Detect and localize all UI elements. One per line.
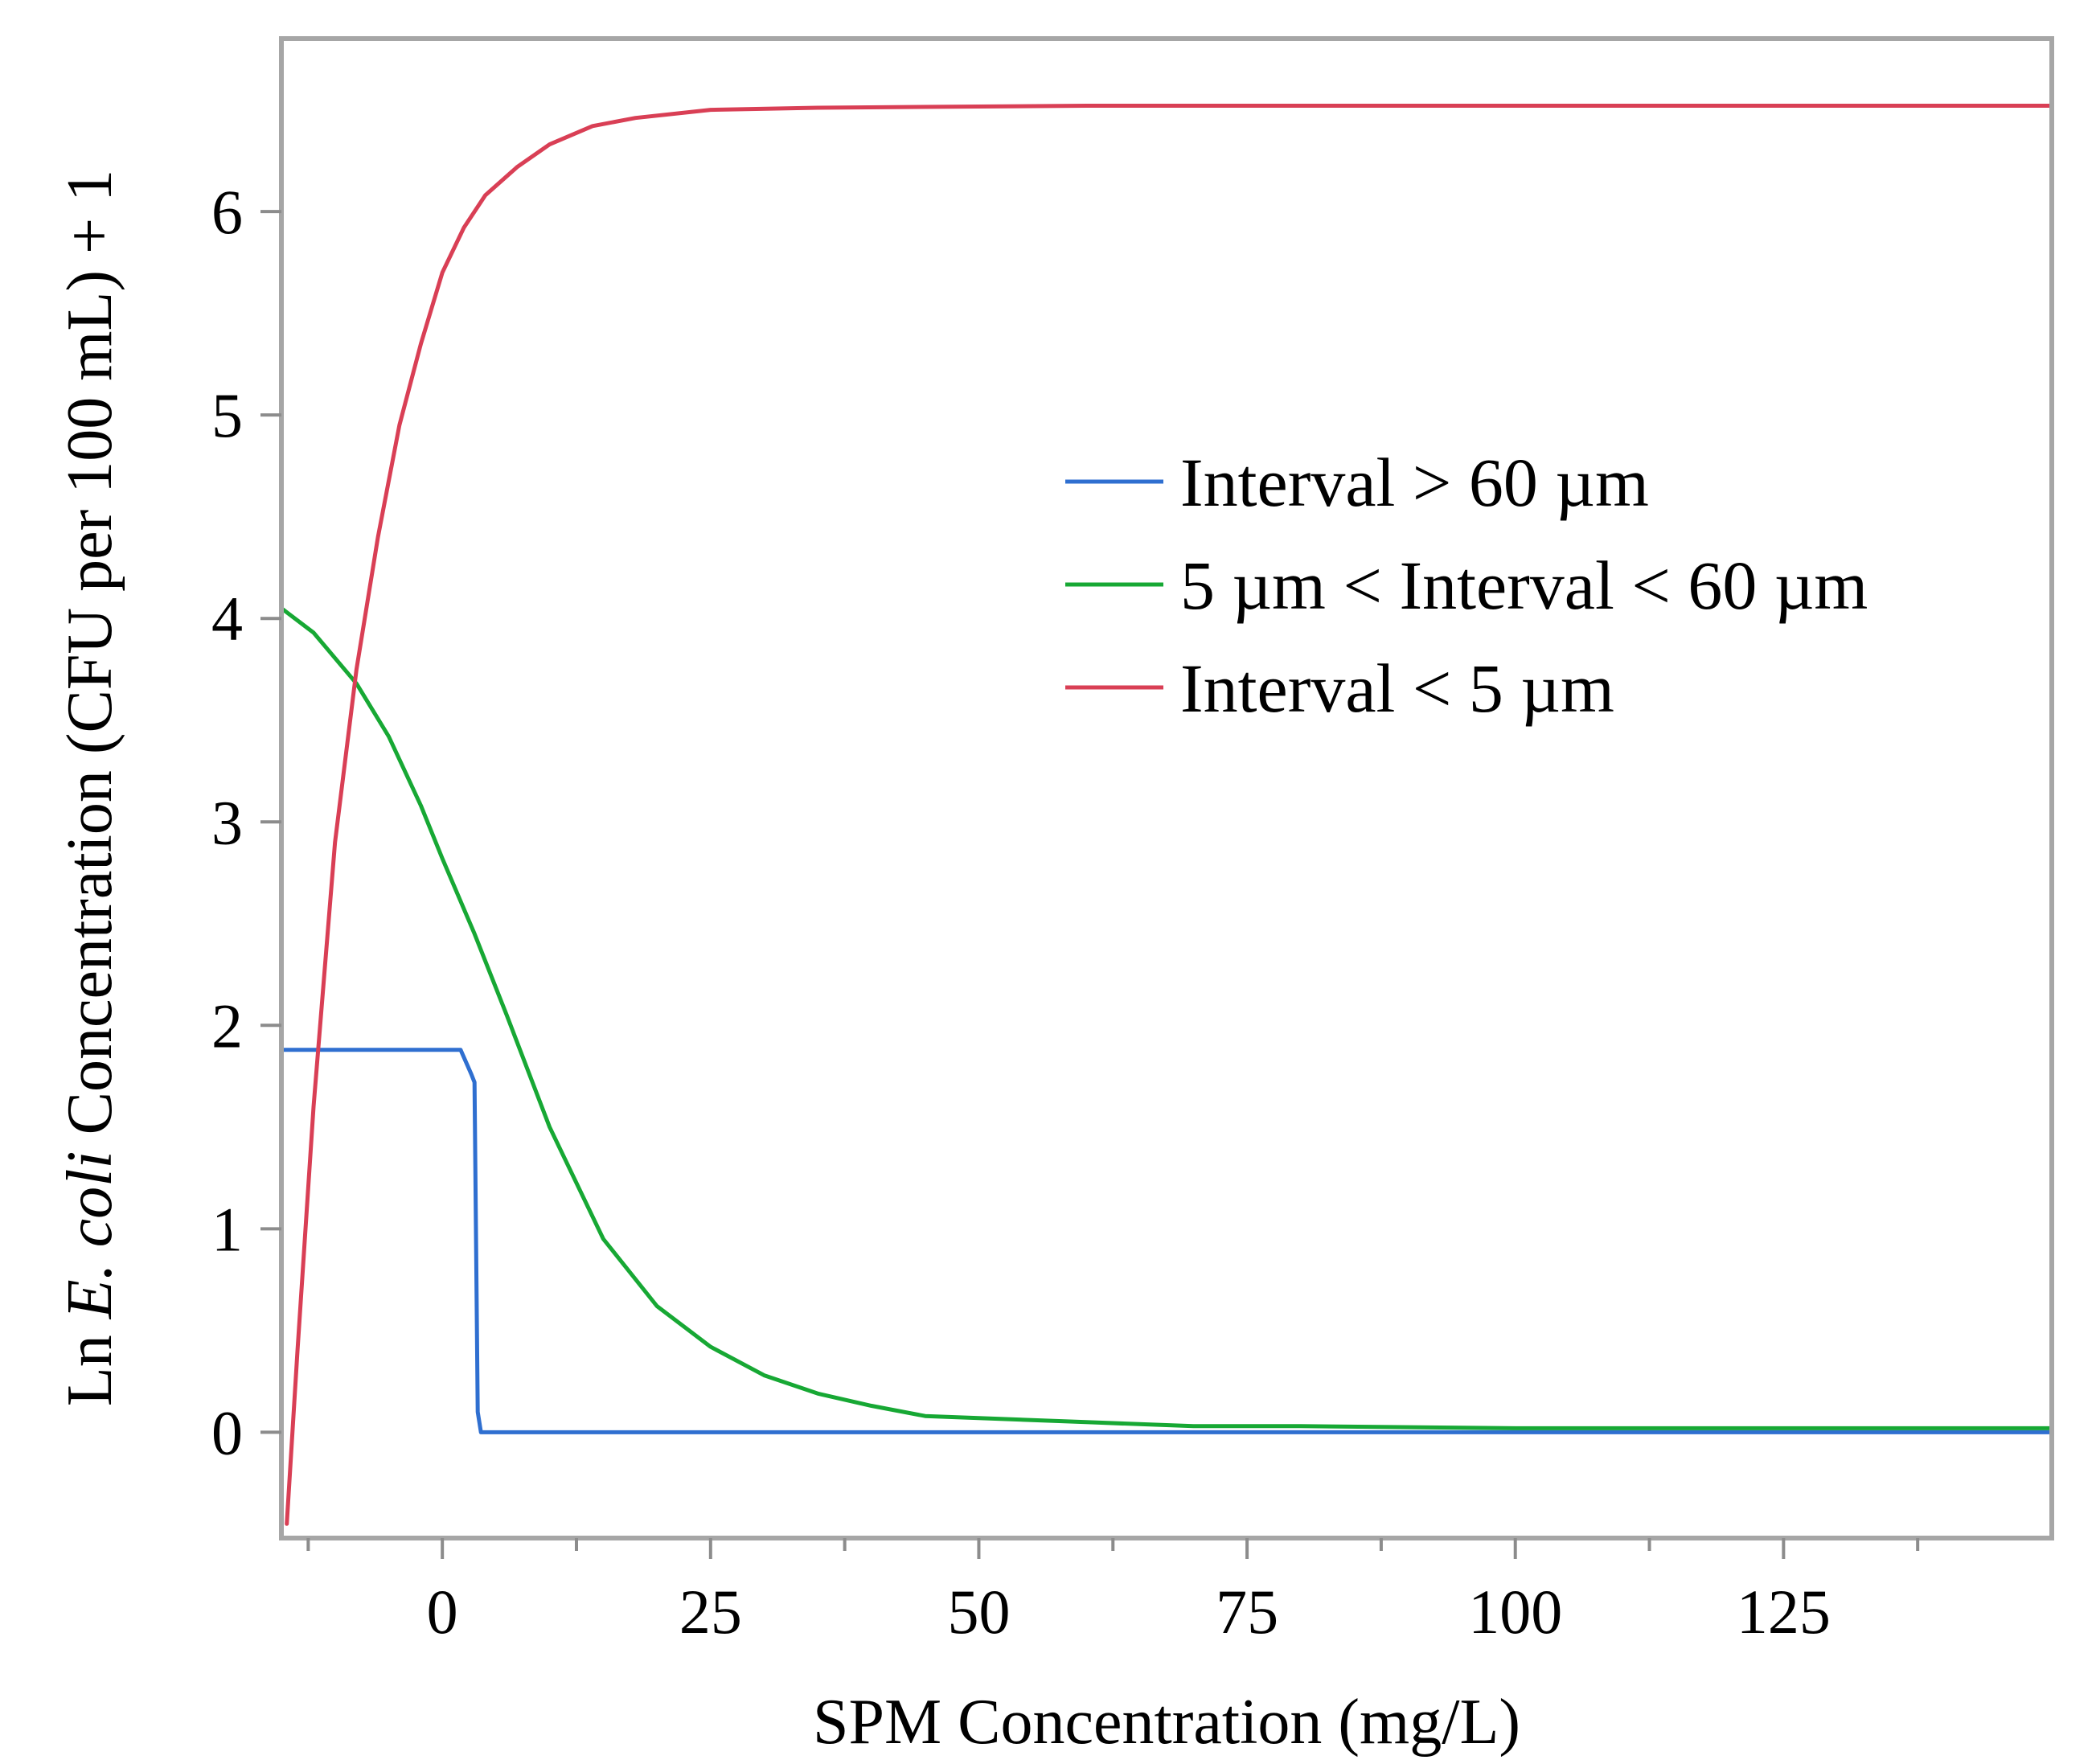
y-tick-label: 3 bbox=[211, 787, 243, 857]
y-tick-label: 0 bbox=[211, 1397, 243, 1467]
plot-background bbox=[281, 39, 2052, 1538]
y-axis-title-prefix: Ln bbox=[55, 1319, 125, 1406]
series-line-2 bbox=[285, 104, 2052, 1526]
legend: Interval > 60 µm 5 µm < Interval < 60 µm… bbox=[1065, 444, 1868, 727]
y-tick-label: 1 bbox=[211, 1194, 243, 1264]
x-tick-label: 50 bbox=[947, 1577, 1010, 1647]
x-tick-label: 75 bbox=[1216, 1577, 1278, 1647]
legend-label-interval-5-60: 5 µm < Interval < 60 µm bbox=[1180, 547, 1868, 624]
y-tick-label: 2 bbox=[211, 991, 243, 1060]
legend-item-interval-gt-60: Interval > 60 µm bbox=[1065, 444, 1649, 521]
series-line-0 bbox=[281, 1048, 2052, 1434]
y-tick-label: 6 bbox=[211, 177, 243, 247]
y-axis-title-organism: E. coli bbox=[55, 1151, 125, 1319]
y-tick-label: 5 bbox=[211, 380, 243, 450]
plot-frame bbox=[279, 36, 2054, 1540]
x-tick-label: 0 bbox=[427, 1577, 458, 1647]
x-tick-label: 25 bbox=[679, 1577, 742, 1647]
x-tick-label: 100 bbox=[1468, 1577, 1562, 1647]
legend-label-interval-lt-5: Interval < 5 µm bbox=[1180, 650, 1614, 727]
series-layer bbox=[281, 104, 2052, 1526]
legend-item-interval-lt-5: Interval < 5 µm bbox=[1065, 650, 1614, 727]
series-line-1 bbox=[281, 606, 2052, 1430]
y-tick-label: 4 bbox=[211, 584, 243, 654]
tick-layer: 0 25 50 75 100 125 0 1 2 3 4 5 6 bbox=[211, 177, 1920, 1647]
legend-item-interval-5-60: 5 µm < Interval < 60 µm bbox=[1065, 547, 1868, 624]
y-axis-title: Ln E. coli Concentration (CFU per 100 mL… bbox=[55, 170, 125, 1406]
y-axis-title-suffix: Concentration (CFU per 100 mL) + 1 bbox=[55, 170, 125, 1151]
legend-label-interval-gt-60: Interval > 60 µm bbox=[1180, 444, 1649, 521]
x-tick-label: 125 bbox=[1737, 1577, 1831, 1647]
x-axis-title: SPM Concentration (mg/L) bbox=[813, 1687, 1520, 1758]
